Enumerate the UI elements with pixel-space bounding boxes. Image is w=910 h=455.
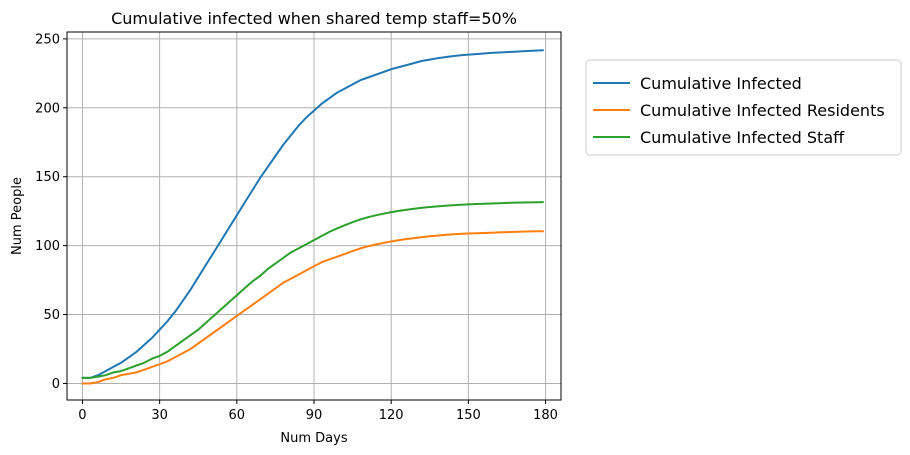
y-tick-label: 0 — [52, 377, 60, 392]
legend: Cumulative Infected Cumulative Infected R… — [585, 59, 902, 156]
chart-title: Cumulative infected when shared temp sta… — [111, 9, 517, 28]
x-tick-label: 60 — [229, 408, 246, 423]
legend-label-cumulative-infected: Cumulative Infected — [640, 74, 802, 93]
x-tick-label: 150 — [456, 408, 481, 423]
y-axis: 0 50 100 150 200 250 — [35, 32, 67, 392]
x-tick-label: 30 — [151, 408, 168, 423]
legend-frame — [585, 59, 902, 156]
x-tick-label: 0 — [78, 408, 86, 423]
series-line-cumulative-infected — [81, 49, 544, 379]
y-tick-label: 100 — [35, 239, 60, 254]
series-line-cumulative-infected-residents — [81, 230, 544, 385]
y-tick-label: 150 — [35, 170, 60, 185]
x-axis: 0 30 60 90 120 150 180 — [78, 400, 558, 423]
series-line-cumulative-infected-staff — [81, 201, 544, 379]
x-tick-label: 90 — [306, 408, 323, 423]
x-axis-title: Num Days — [280, 431, 347, 446]
legend-label-cumulative-infected-staff: Cumulative Infected Staff — [640, 128, 845, 147]
y-axis-title: Num People — [10, 177, 25, 255]
x-tick-label: 120 — [379, 408, 404, 423]
legend-label-cumulative-infected-residents: Cumulative Infected Residents — [640, 101, 885, 120]
y-tick-label: 250 — [35, 32, 60, 47]
y-tick-label: 50 — [43, 308, 60, 323]
y-tick-label: 200 — [35, 101, 60, 116]
x-tick-label: 180 — [533, 408, 558, 423]
grid-lines — [67, 32, 561, 400]
series-lines — [81, 49, 544, 385]
